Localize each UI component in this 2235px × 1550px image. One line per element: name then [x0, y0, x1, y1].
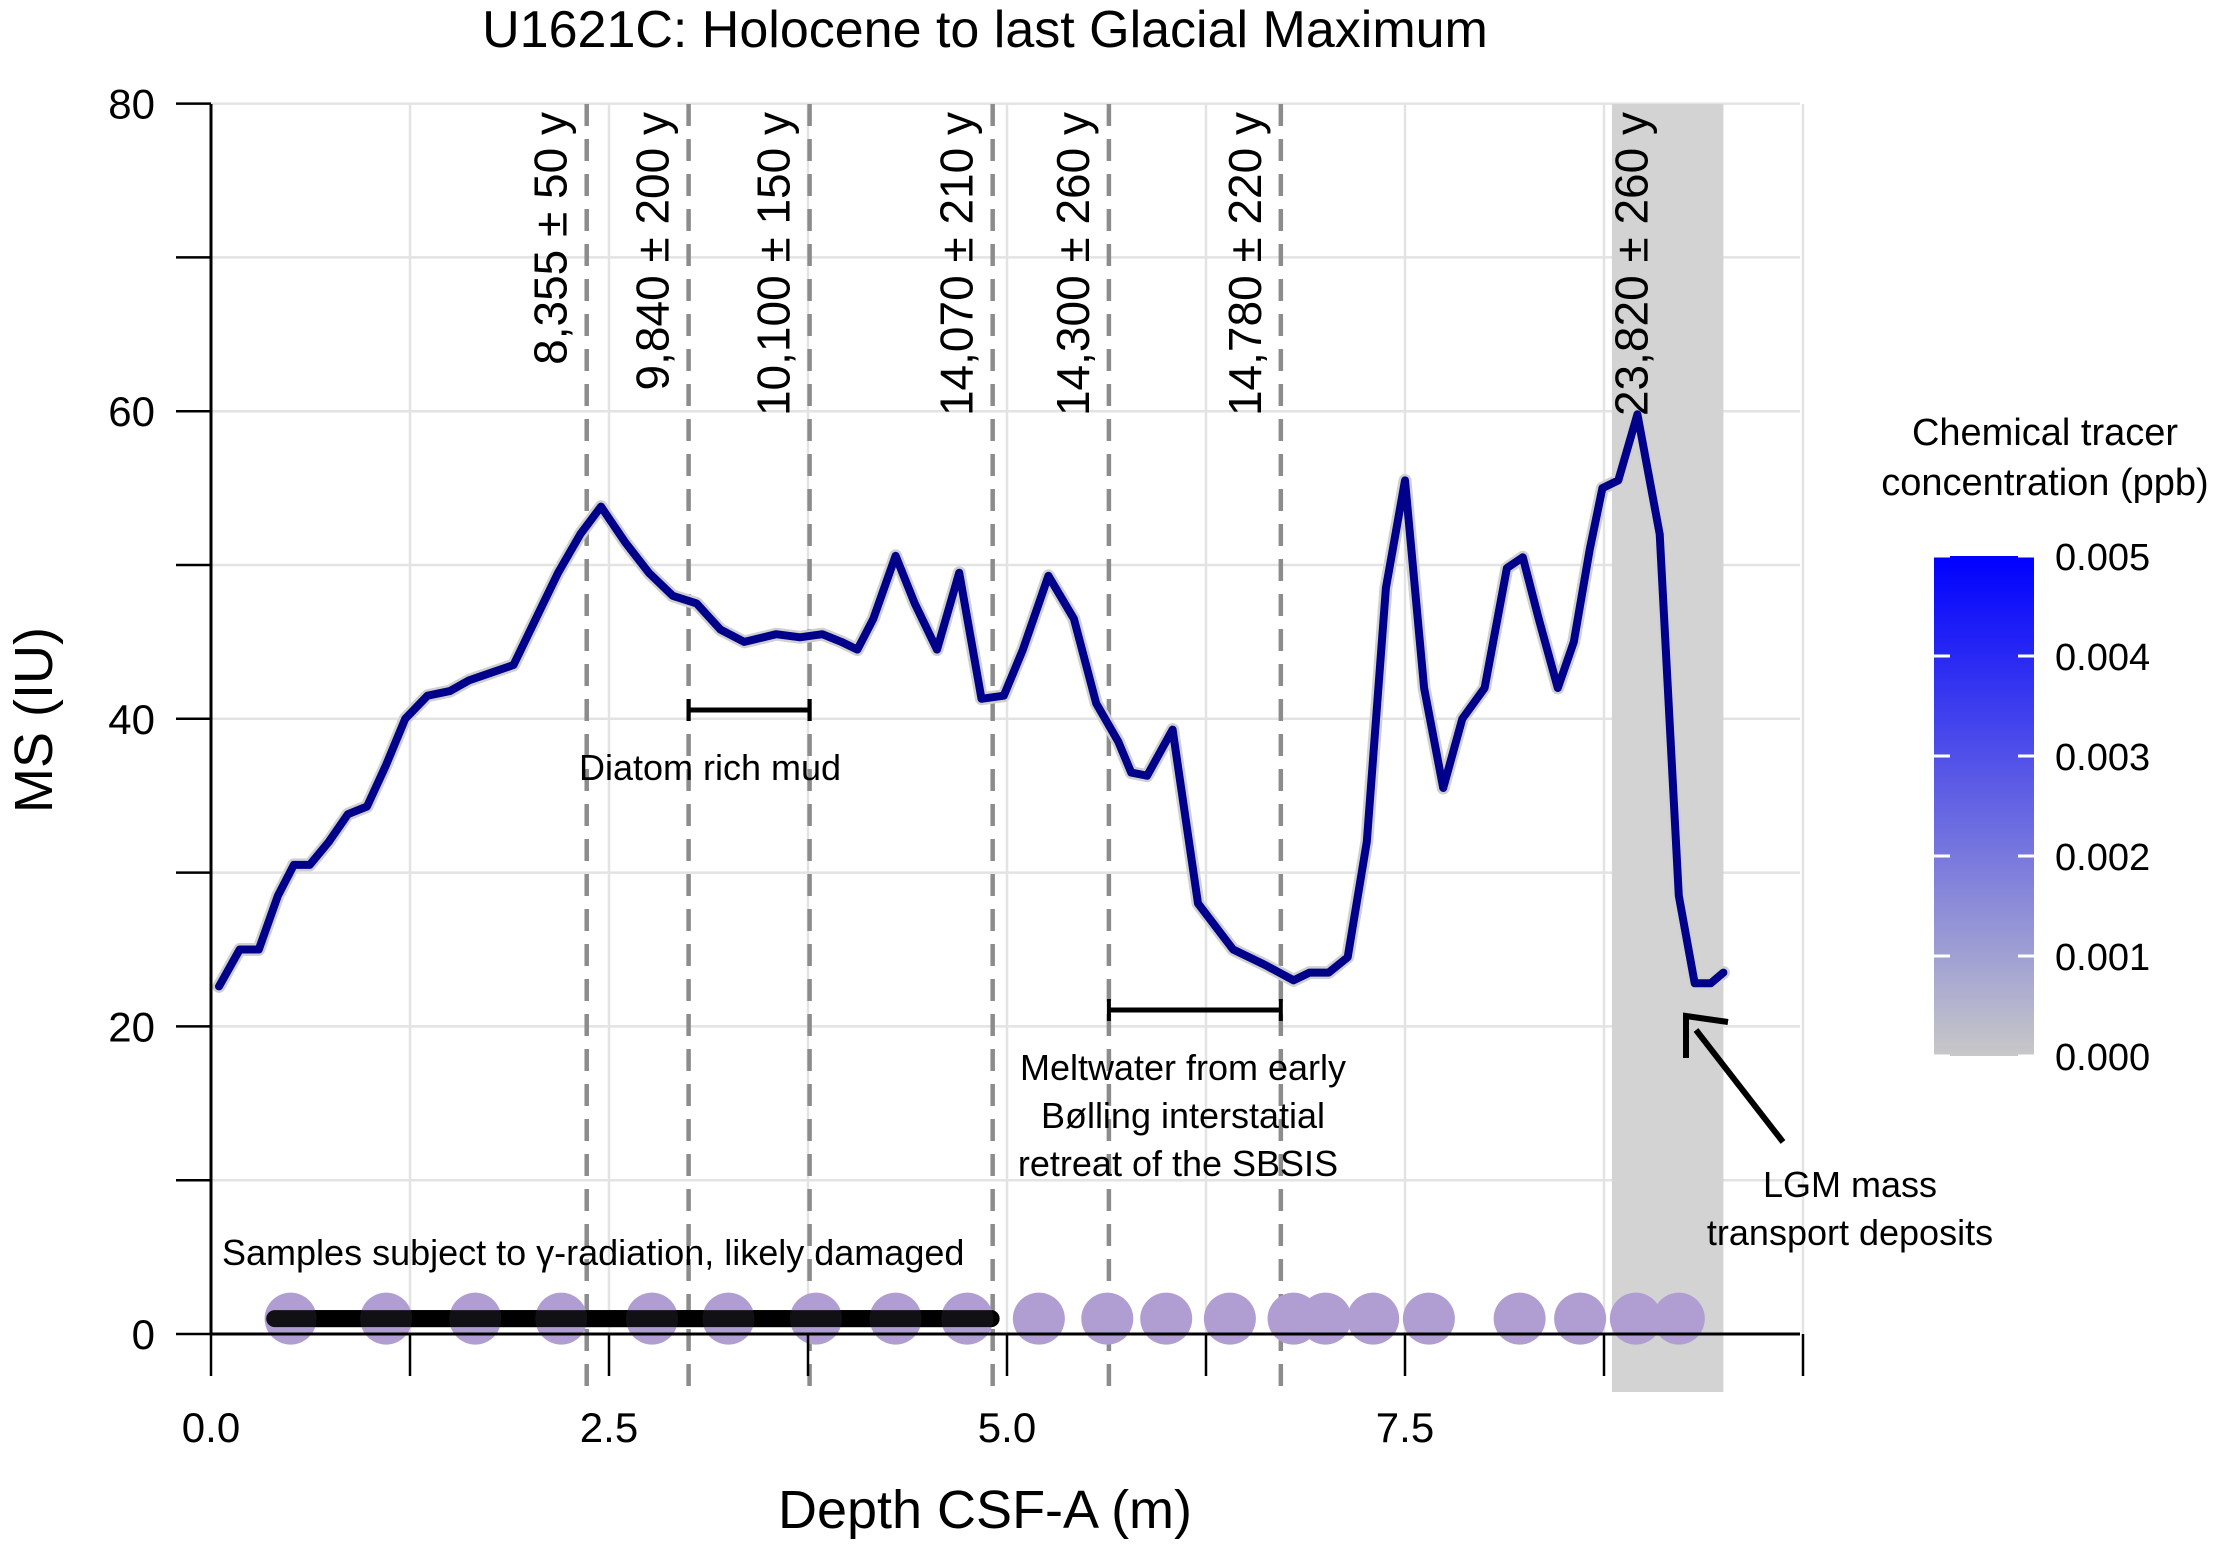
legend: Chemical tracer concentration (ppb) 0.00… — [1881, 412, 2208, 1079]
ms-series-line — [212, 407, 1730, 993]
x-tick-label: 0.0 — [182, 1404, 240, 1451]
meltwater-annotation-line2: Bølling interstatial — [1041, 1095, 1325, 1136]
x-axis-title: Depth CSF-A (m) — [778, 1480, 1192, 1540]
age-label: 14,780 ± 220 y — [1219, 112, 1271, 416]
interval-brackets — [686, 699, 1283, 1021]
sample-point — [1012, 1292, 1065, 1345]
ms-series-line-path — [215, 410, 1728, 991]
legend-tick-label: 0.003 — [2055, 737, 2150, 779]
lgm-annotation-line2: transport deposits — [1707, 1212, 1993, 1253]
legend-tick-label: 0.002 — [2055, 837, 2150, 879]
ms-raw-line — [212, 407, 1730, 993]
lgm-annotation-line1: LGM mass — [1763, 1164, 1937, 1205]
x-tick-label: 5.0 — [978, 1404, 1036, 1451]
legend-colorbar — [1934, 556, 2034, 1056]
age-label: 14,070 ± 210 y — [931, 112, 983, 416]
sample-point — [1652, 1292, 1705, 1345]
legend-tick-label: 0.000 — [2055, 1037, 2150, 1079]
sample-point — [1493, 1292, 1546, 1345]
meltwater-annotation-line3: retreat of the SBSIS — [1018, 1143, 1338, 1184]
y-tick-label: 40 — [108, 696, 155, 743]
y-tick-label: 60 — [108, 388, 155, 435]
legend-title-line2: concentration (ppb) — [1881, 462, 2208, 504]
legend-ticks: 0.005 0.004 0.003 0.002 0.001 0.000 — [1934, 537, 2150, 1079]
y-tick-label: 0 — [132, 1311, 155, 1358]
age-label: 9,840 ± 200 y — [627, 112, 679, 390]
chart-title: U1621C: Holocene to last Glacial Maximum — [482, 1, 1488, 59]
damaged-samples-annotation: Samples subject to γ-radiation, likely d… — [222, 1232, 964, 1273]
meltwater-annotation-line1: Meltwater from early — [1020, 1047, 1346, 1088]
lgm-arrow — [1683, 1012, 1786, 1144]
y-tick-label: 20 — [108, 1003, 155, 1050]
sample-point — [1081, 1292, 1134, 1345]
y-tick-label: 80 — [108, 81, 155, 128]
sample-markers — [264, 1292, 1705, 1345]
sample-point — [1203, 1292, 1256, 1345]
sample-point — [1347, 1292, 1400, 1345]
grid — [209, 102, 1805, 1336]
legend-tick-label: 0.004 — [2055, 637, 2150, 679]
sample-point — [1554, 1292, 1607, 1345]
y-axis-title: MS (IU) — [4, 627, 64, 813]
x-tick-label: 7.5 — [1376, 1404, 1434, 1451]
axes: 0 20 40 60 80 0.0 2.5 5.0 7.5 — [108, 81, 1805, 1451]
x-tick-label: 2.5 — [580, 1404, 638, 1451]
sample-point — [1299, 1292, 1352, 1345]
legend-title-line1: Chemical tracer — [1912, 412, 2178, 454]
legend-tick-label: 0.005 — [2055, 537, 2150, 579]
age-label: 8,355 ± 50 y — [525, 112, 577, 365]
sample-point — [1402, 1292, 1455, 1345]
sample-point — [1609, 1292, 1662, 1345]
age-label: 14,300 ± 260 y — [1047, 112, 1099, 416]
age-labels: 8,355 ± 50 y 9,840 ± 200 y 10,100 ± 150 y 1… — [525, 112, 1658, 416]
diatom-annotation: Diatom rich mud — [579, 747, 841, 788]
legend-tick-label: 0.001 — [2055, 937, 2150, 979]
sample-point — [1140, 1292, 1193, 1345]
dated-depth-lines — [584, 104, 1284, 1392]
age-label: 23,820 ± 260 y — [1606, 112, 1658, 416]
age-label: 10,100 ± 150 y — [748, 112, 800, 416]
